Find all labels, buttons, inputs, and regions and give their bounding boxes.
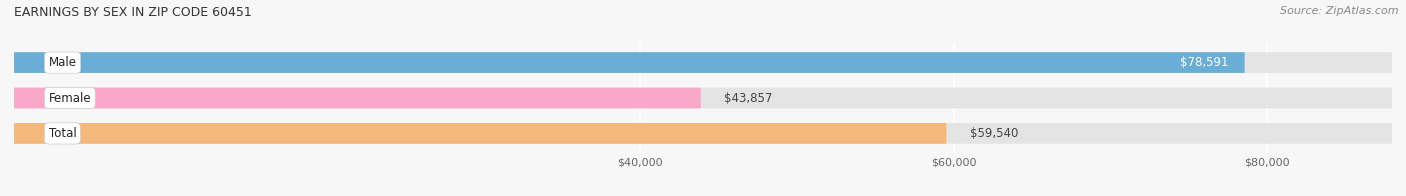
FancyBboxPatch shape xyxy=(14,52,1392,73)
FancyBboxPatch shape xyxy=(14,52,1244,73)
Text: Female: Female xyxy=(48,92,91,104)
Text: EARNINGS BY SEX IN ZIP CODE 60451: EARNINGS BY SEX IN ZIP CODE 60451 xyxy=(14,6,252,19)
FancyBboxPatch shape xyxy=(14,123,1392,144)
FancyBboxPatch shape xyxy=(14,88,700,108)
Text: $59,540: $59,540 xyxy=(970,127,1018,140)
Text: Source: ZipAtlas.com: Source: ZipAtlas.com xyxy=(1281,6,1399,16)
FancyBboxPatch shape xyxy=(14,88,1392,108)
FancyBboxPatch shape xyxy=(14,123,946,144)
Text: $78,591: $78,591 xyxy=(1181,56,1229,69)
Text: $43,857: $43,857 xyxy=(724,92,773,104)
Text: Total: Total xyxy=(48,127,76,140)
Text: Male: Male xyxy=(48,56,76,69)
